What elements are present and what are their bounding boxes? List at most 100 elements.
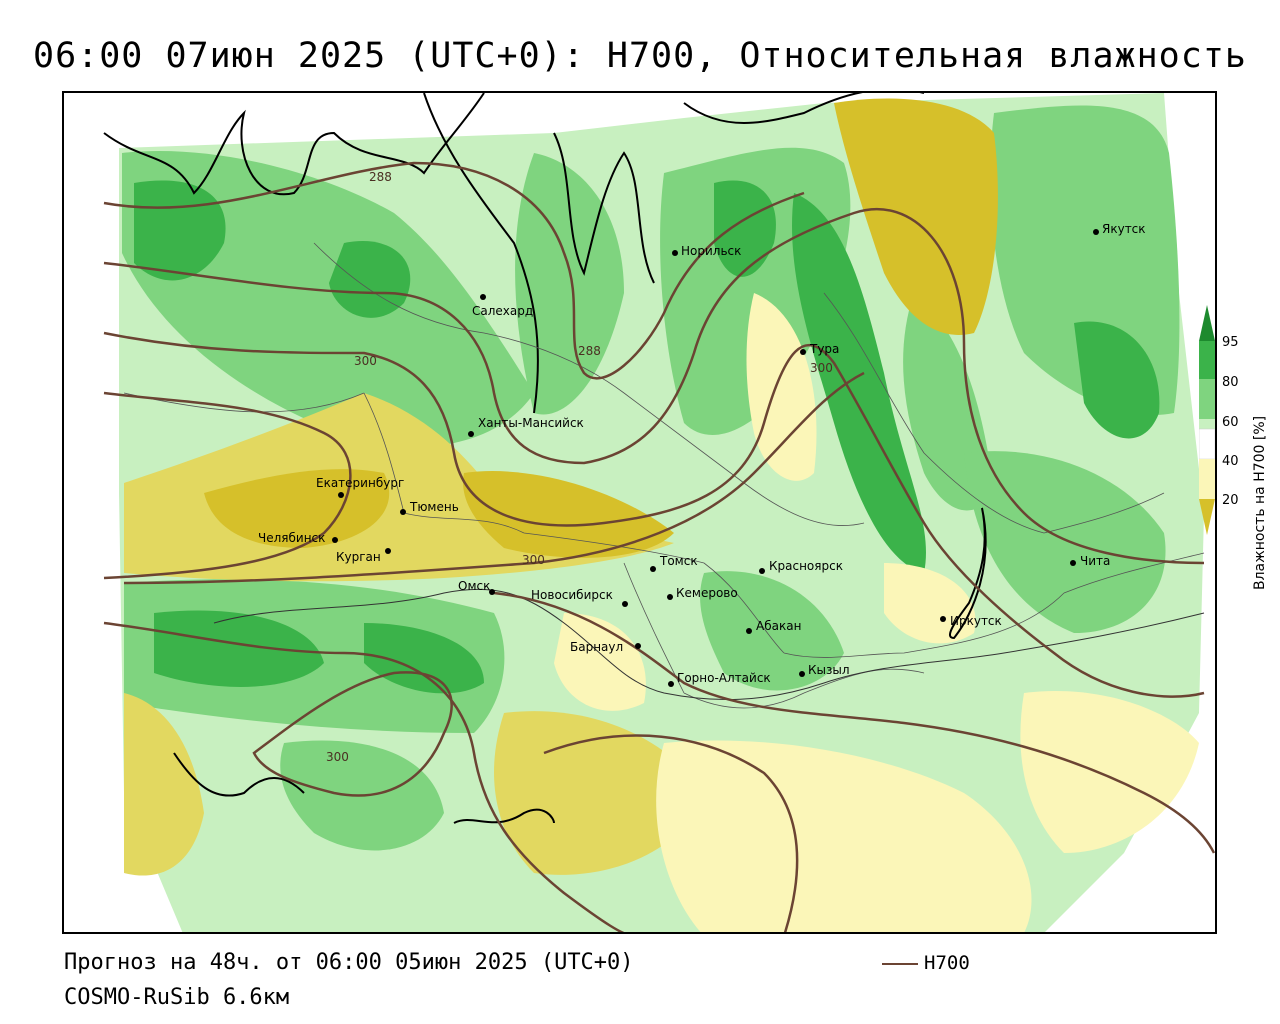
svg-text:Кызыл: Кызыл	[808, 663, 850, 677]
map-canvas: 288 300 288 300 300 300 Норильск Якутск …	[64, 93, 1215, 932]
coastline	[103, 93, 485, 196]
city-chita[interactable]: Чита	[1070, 554, 1110, 568]
svg-text:Кемерово: Кемерово	[676, 586, 738, 600]
svg-text:Якутск: Якутск	[1102, 222, 1146, 236]
svg-text:Иркутск: Иркутск	[950, 614, 1002, 628]
coastline	[553, 132, 655, 284]
h700-legend-label: H700	[924, 952, 970, 974]
dry-region	[1020, 691, 1199, 853]
humidity-colorbar	[1199, 305, 1215, 535]
contour-line	[103, 207, 1205, 565]
dry-region	[124, 693, 204, 876]
dry-region	[884, 563, 976, 644]
svg-text:Норильск: Норильск	[681, 244, 741, 258]
svg-text:Салехард: Салехард	[472, 304, 533, 318]
region-border	[823, 292, 1165, 534]
contour-label: 300	[810, 361, 833, 375]
contour-line	[103, 161, 805, 380]
contour-line	[252, 671, 453, 797]
h700-contours	[103, 161, 1215, 932]
contour-label: 288	[578, 344, 601, 358]
city-gorno-altaysk[interactable]: Горно-Алтайск	[668, 671, 771, 687]
svg-text:Тура: Тура	[809, 342, 839, 356]
map-title: 06:00 07июн 2025 (UTC+0): H700, Относите…	[33, 36, 1247, 76]
dry-region	[656, 740, 1032, 932]
city-yekaterinburg[interactable]: Екатеринбург	[316, 476, 404, 498]
svg-text:Новосибирск: Новосибирск	[531, 588, 613, 602]
country-border	[213, 588, 1205, 701]
city-barnaul[interactable]: Барнаул	[570, 640, 641, 654]
city-norilsk[interactable]: Норильск	[672, 244, 741, 258]
dry-region	[204, 469, 390, 548]
city-irkutsk[interactable]: Иркутск	[940, 614, 1002, 628]
colorbar-tick: 40	[1222, 454, 1239, 469]
city-yakutsk[interactable]: Якутск	[1093, 222, 1146, 236]
city-tomsk[interactable]: Томск	[650, 554, 698, 572]
svg-text:Томск: Томск	[659, 554, 698, 568]
humid-region	[1074, 321, 1160, 439]
lake-baikal	[949, 507, 987, 640]
contour-line	[103, 331, 1205, 698]
colorbar-title: Влажность на H700 [%]	[1252, 415, 1268, 590]
region-border	[123, 392, 1205, 658]
humid-region	[364, 623, 484, 694]
dry-region	[834, 98, 998, 335]
coastline	[453, 808, 555, 824]
svg-text:Ханты-Мансийск: Ханты-Мансийск	[478, 416, 584, 430]
svg-text:Барнаул: Барнаул	[570, 640, 623, 654]
svg-text:Горно-Алтайск: Горно-Алтайск	[677, 671, 771, 685]
city-omsk[interactable]: Омск	[458, 579, 495, 595]
city-chelyabinsk[interactable]: Челябинск	[258, 531, 338, 545]
dry-region	[554, 613, 646, 711]
contour-labels: 288 300 288 300 300 300	[326, 170, 833, 764]
forecast-map[interactable]: 288 300 288 300 300 300 Норильск Якутск …	[62, 91, 1217, 934]
contour-line	[103, 391, 352, 580]
city-tura[interactable]: Тура	[800, 342, 839, 356]
dry-region	[463, 471, 674, 558]
humid-region	[964, 451, 1166, 633]
model-name: COSMO-RuSib 6.6км	[64, 985, 290, 1010]
contour-label: 300	[522, 553, 545, 567]
humid-region	[154, 610, 324, 687]
coastline	[173, 752, 305, 797]
coastline	[683, 93, 924, 124]
dry-region	[746, 293, 817, 481]
city-kurgan[interactable]: Курган	[336, 548, 391, 564]
city-markers: Норильск Якутск Салехард Тура Ханты-Манс…	[258, 222, 1146, 687]
humid-region	[792, 193, 926, 573]
city-tyumen[interactable]: Тюмень	[400, 500, 459, 515]
city-khanty-mansiysk[interactable]: Ханты-Мансийск	[468, 416, 584, 437]
svg-text:Курган: Курган	[336, 550, 381, 564]
svg-text:Чита: Чита	[1080, 554, 1110, 568]
humid-region	[700, 571, 844, 691]
contour-label: 300	[326, 750, 349, 764]
h700-legend-line	[882, 963, 918, 965]
colorbar-tick: 80	[1222, 375, 1239, 390]
contour-line	[493, 591, 1215, 854]
svg-text:Челябинск: Челябинск	[258, 531, 325, 545]
contour-line	[543, 734, 799, 932]
colorbar-tick: 60	[1222, 415, 1239, 430]
svg-text:Абакан: Абакан	[756, 619, 801, 633]
contour-line	[103, 621, 625, 932]
city-salekhard[interactable]: Салехард	[472, 294, 533, 318]
svg-text:Тюмень: Тюмень	[409, 500, 459, 514]
humid-region	[714, 180, 776, 277]
contour-label: 288	[369, 170, 392, 184]
city-novosibirsk[interactable]: Новосибирск	[531, 588, 628, 607]
colorbar-tick: 95	[1222, 335, 1239, 350]
humid-region	[329, 241, 411, 318]
city-kemerovo[interactable]: Кемерово	[667, 586, 738, 600]
forecast-info: Прогноз на 48ч. от 06:00 05июн 2025 (UTC…	[64, 950, 634, 975]
city-abakan[interactable]: Абакан	[746, 619, 801, 634]
colorbar-tick: 20	[1222, 493, 1239, 508]
city-kyzyl[interactable]: Кызыл	[799, 663, 850, 677]
svg-text:Екатеринбург: Екатеринбург	[316, 476, 404, 490]
coastline	[423, 93, 539, 414]
svg-text:Омск: Омск	[458, 579, 490, 593]
svg-text:Красноярск: Красноярск	[769, 559, 843, 573]
city-krasnoyarsk[interactable]: Красноярск	[759, 559, 843, 574]
region-border	[313, 242, 865, 526]
contour-label: 300	[354, 354, 377, 368]
contour-line	[123, 371, 865, 585]
